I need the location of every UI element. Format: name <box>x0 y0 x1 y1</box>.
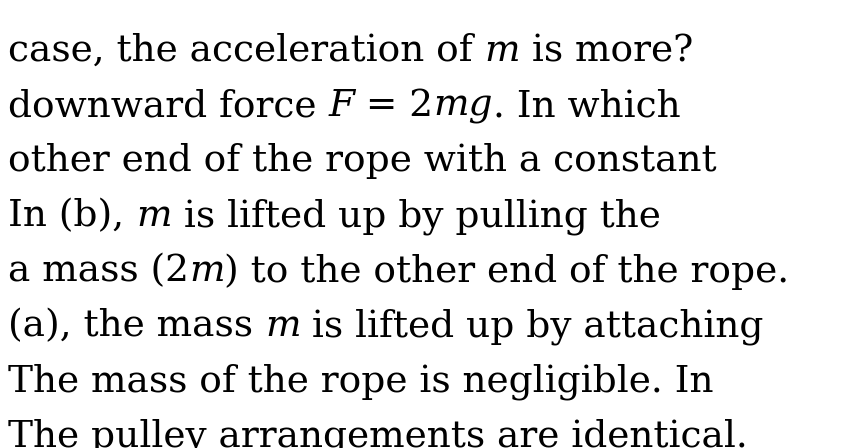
Text: m: m <box>264 308 300 344</box>
Text: a mass (2: a mass (2 <box>8 253 189 289</box>
Text: . In which: . In which <box>492 88 680 124</box>
Text: downward force: downward force <box>8 88 328 124</box>
Text: is lifted up by pulling the: is lifted up by pulling the <box>171 198 659 234</box>
Text: case, the acceleration of: case, the acceleration of <box>8 33 484 69</box>
Text: The pulley arrangements are identical.: The pulley arrangements are identical. <box>8 418 747 448</box>
Text: The mass of the rope is negligible. In: The mass of the rope is negligible. In <box>8 363 712 400</box>
Text: is lifted up by attaching: is lifted up by attaching <box>300 308 763 345</box>
Text: m: m <box>136 198 171 234</box>
Text: ) to the other end of the rope.: ) to the other end of the rope. <box>224 253 788 289</box>
Text: m: m <box>189 253 224 289</box>
Text: m: m <box>484 33 519 69</box>
Text: F: F <box>328 88 354 124</box>
Text: = 2: = 2 <box>354 88 432 124</box>
Text: is more?: is more? <box>519 33 693 69</box>
Text: mg: mg <box>432 88 492 124</box>
Text: other end of the rope with a constant: other end of the rope with a constant <box>8 143 716 179</box>
Text: In (b),: In (b), <box>8 198 136 234</box>
Text: (a), the mass: (a), the mass <box>8 308 264 344</box>
